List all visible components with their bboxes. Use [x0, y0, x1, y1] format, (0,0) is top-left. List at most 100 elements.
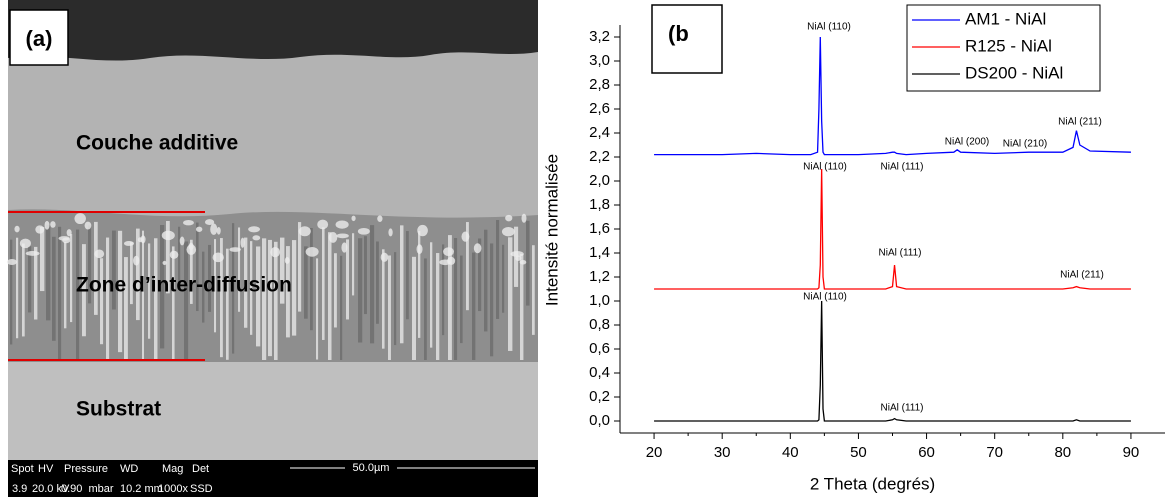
texture-blob: [284, 257, 290, 264]
layer-label: Zone d’inter-diffusion: [76, 274, 292, 297]
texture-stripe: [190, 239, 193, 304]
texture-stripe: [286, 246, 290, 338]
texture-blob: [388, 228, 393, 237]
texture-stripe: [16, 237, 19, 339]
info-value: 3.9: [12, 483, 27, 495]
x-tick-label: 70: [986, 444, 1003, 461]
texture-stripe: [334, 253, 337, 328]
info-header: WD: [120, 463, 138, 475]
texture-stripe: [412, 256, 416, 360]
texture-stripe: [436, 253, 440, 360]
texture-blob: [357, 227, 370, 235]
texture-stripe: [10, 239, 13, 345]
series-line: [654, 300, 1131, 422]
texture-stripe: [472, 252, 476, 360]
texture-blob: [252, 235, 261, 241]
texture-stripe: [304, 246, 308, 319]
y-tick-label: 1,0: [589, 292, 610, 309]
texture-blob: [521, 213, 527, 223]
texture-blob: [210, 223, 218, 235]
info-value: 10.2 mm: [120, 483, 163, 495]
texture-stripe: [256, 246, 261, 347]
x-tick-label: 90: [1123, 444, 1140, 461]
info-header: Det: [192, 463, 209, 475]
info-value: 0.90 mbar: [61, 483, 114, 495]
texture-stripe: [46, 224, 51, 321]
texture-blob: [94, 249, 105, 259]
texture-blob: [133, 255, 140, 266]
texture-blob: [137, 237, 143, 243]
texture-stripe: [64, 241, 67, 329]
texture-stripe: [352, 233, 355, 296]
texture-stripe: [502, 244, 505, 313]
texture-stripe: [40, 227, 45, 292]
panel-label: (b: [668, 21, 689, 46]
panel-label-box: [9, 9, 69, 66]
texture-blob: [84, 221, 92, 230]
texture-blob: [44, 220, 50, 230]
peak-annotation: NiAl (111): [879, 248, 922, 259]
texture-stripe: [526, 220, 530, 306]
texture-stripe: [358, 238, 363, 343]
texture-stripe: [196, 222, 199, 312]
texture-stripe: [106, 237, 110, 360]
micrograph: (a) Couche additive Zone d’inter-diffusi…: [6, 0, 538, 497]
texture-stripe: [58, 226, 62, 360]
texture-blob: [216, 226, 221, 235]
texture-stripe: [148, 243, 151, 339]
texture-stripe: [328, 232, 332, 360]
texture-blob: [447, 256, 456, 265]
texture-stripe: [94, 221, 98, 315]
texture-stripe: [394, 252, 397, 346]
y-tick-label: 0,6: [589, 340, 610, 357]
peak-annotation: NiAl (110): [803, 162, 847, 173]
texture-stripe: [220, 238, 223, 358]
texture-blob: [14, 225, 20, 233]
texture-stripe: [100, 258, 104, 345]
texture-blob: [179, 236, 185, 246]
texture-blob: [298, 226, 311, 237]
texture-blob: [186, 244, 197, 255]
texture-stripe: [208, 244, 212, 312]
y-tick-label: 0,8: [589, 316, 610, 333]
texture-stripe: [154, 238, 158, 360]
legend-label: DS200 - NiAl: [965, 63, 1063, 82]
texture-stripe: [202, 251, 205, 323]
texture-stripe: [268, 239, 272, 357]
texture-stripe: [382, 249, 385, 349]
texture-blob: [6, 259, 18, 266]
xrd-chart: 0,0 0,2 0,4 0,6 0,8 1,0 1,2 1,4 1,6 1,8 2,0 2,2 2,4 2…: [542, 4, 1165, 493]
texture-blob: [501, 226, 515, 237]
texture-blob: [248, 226, 260, 233]
texture-stripe: [280, 237, 285, 304]
texture-stripe: [388, 255, 391, 360]
texture-blob: [380, 252, 389, 262]
y-tick-label: 1,8: [589, 196, 610, 213]
peak-annotation: NiAl (111): [881, 403, 924, 414]
texture-stripe: [478, 238, 482, 312]
texture-blob: [336, 233, 349, 239]
interdiffusion-zone: [8, 209, 538, 362]
y-tick-label: 2,4: [589, 124, 610, 141]
x-tick-label: 30: [714, 444, 731, 461]
texture-stripe: [490, 243, 494, 357]
peak-annotation: NiAl (211): [1060, 270, 1104, 281]
texture-stripe: [76, 229, 80, 360]
texture-blob: [377, 215, 383, 222]
texture-stripe: [250, 241, 253, 335]
texture-stripe: [88, 225, 92, 304]
info-value: SSD: [190, 483, 213, 495]
texture-stripe: [172, 246, 175, 360]
info-header: Mag: [162, 463, 183, 475]
texture-blob: [25, 250, 40, 256]
texture-stripe: [520, 253, 524, 360]
texture-stripe: [430, 242, 433, 348]
texture-stripe: [244, 237, 248, 328]
layer-label: Couche additive: [76, 132, 238, 155]
texture-stripe: [142, 230, 145, 360]
texture-blob: [317, 219, 329, 230]
texture-blob: [443, 247, 454, 257]
y-tick-label: 3,0: [589, 52, 610, 69]
texture-stripe: [82, 244, 86, 337]
legend-label: R125 - NiAl: [965, 36, 1052, 55]
